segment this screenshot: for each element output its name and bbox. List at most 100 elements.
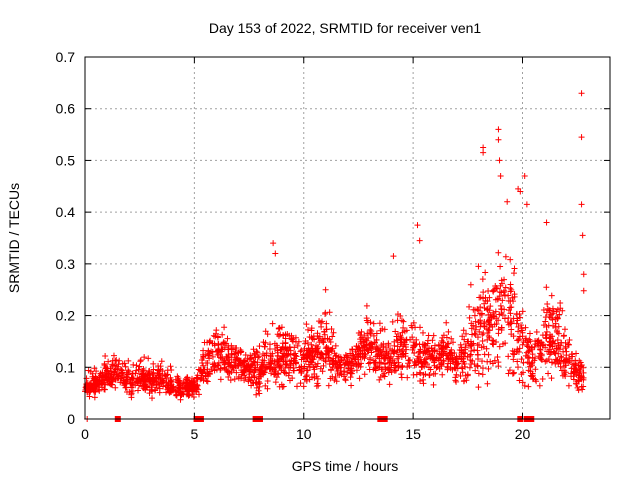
data-point: [547, 341, 554, 348]
data-point: [433, 364, 440, 371]
data-point: [299, 352, 306, 359]
data-point: [543, 219, 550, 226]
data-point: [104, 365, 111, 372]
data-point: [150, 360, 157, 367]
data-point: [291, 355, 298, 362]
data-point: [135, 387, 142, 394]
data-point: [180, 379, 187, 386]
data-point: [510, 356, 517, 363]
data-point: [364, 347, 371, 354]
data-point: [542, 314, 549, 321]
data-point: [477, 304, 484, 311]
data-point: [247, 377, 254, 384]
data-point: [320, 362, 327, 369]
data-point: [505, 353, 512, 360]
data-point: [228, 354, 235, 361]
data-point: [443, 319, 450, 326]
data-point: [155, 366, 162, 373]
data-point: [580, 271, 587, 278]
data-point: [157, 376, 164, 383]
data-point: [486, 307, 493, 314]
data-point: [213, 366, 220, 373]
data-point: [579, 386, 586, 393]
data-point: [376, 320, 383, 327]
data-point: [377, 373, 384, 380]
data-point: [453, 378, 460, 385]
data-point: [188, 379, 195, 386]
data-point: [149, 377, 156, 384]
data-point: [225, 373, 232, 380]
data-point: [417, 378, 424, 385]
data-point: [297, 348, 304, 355]
data-point: [255, 376, 262, 383]
data-point: [439, 334, 446, 341]
data-point: [516, 333, 523, 340]
data-point: [520, 369, 527, 376]
data-point: [326, 309, 333, 316]
data-point: [373, 363, 380, 370]
data-point: [423, 355, 430, 362]
data-point: [223, 367, 230, 374]
data-point: [251, 351, 258, 358]
data-point: [176, 384, 183, 391]
data-point: [301, 345, 308, 352]
data-point: [580, 287, 587, 294]
data-point: [545, 356, 552, 363]
data-point: [468, 325, 475, 332]
data-point: [479, 276, 486, 283]
data-point: [426, 372, 433, 379]
y-tick-label: 0.2: [56, 308, 76, 324]
data-point: [218, 346, 225, 353]
data-point: [411, 362, 418, 369]
data-point: [580, 383, 587, 390]
data-point: [242, 351, 249, 358]
data-point: [467, 357, 474, 364]
data-point: [203, 369, 210, 376]
data-point: [475, 319, 482, 326]
data-point: [470, 322, 477, 329]
data-point: [267, 365, 274, 372]
data-point: [286, 377, 293, 384]
data-point: [109, 376, 116, 383]
data-point: [270, 240, 277, 247]
data-point: [545, 370, 552, 377]
data-point: [336, 371, 343, 378]
data-point: [279, 340, 286, 347]
data-point: [394, 317, 401, 324]
data-point: [260, 339, 267, 346]
data-point: [481, 351, 488, 358]
data-point: [497, 302, 504, 309]
data-point: [471, 312, 478, 319]
data-point: [478, 311, 485, 318]
y-tick-label: 0.5: [56, 152, 76, 168]
data-point: [224, 335, 231, 342]
data-point: [220, 340, 227, 347]
data-point: [457, 373, 464, 380]
data-point: [526, 355, 533, 362]
data-point: [518, 325, 525, 332]
data-point: [342, 377, 349, 384]
data-point: [210, 332, 217, 339]
data-point: [495, 330, 502, 337]
data-point: [140, 379, 147, 386]
data-point: [569, 353, 576, 360]
data-point: [228, 345, 235, 352]
data-point: [89, 373, 96, 380]
data-point: [129, 375, 136, 382]
data-point: [344, 358, 351, 365]
data-point: [482, 297, 489, 304]
data-point: [278, 324, 285, 331]
data-point: [476, 294, 483, 301]
data-point: [129, 380, 136, 387]
data-point: [543, 309, 550, 316]
data-point: [427, 366, 434, 373]
data-point: [272, 371, 279, 378]
data-point: [329, 333, 336, 340]
data-point: [495, 249, 502, 256]
data-point: [286, 358, 293, 365]
data-point: [515, 337, 522, 344]
data-point: [221, 324, 228, 331]
data-point: [539, 376, 546, 383]
data-point: [200, 347, 207, 354]
data-point: [133, 367, 140, 374]
